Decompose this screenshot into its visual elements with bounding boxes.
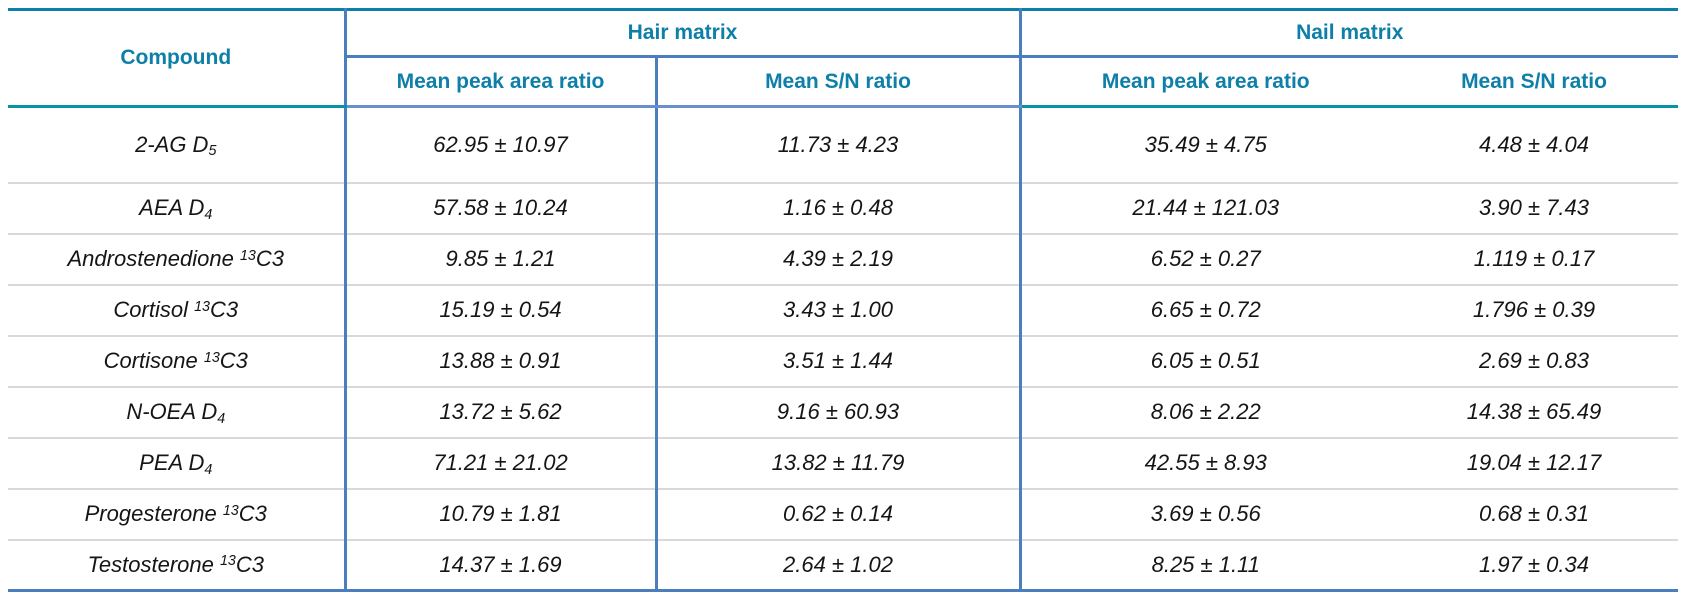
nail-peak-area-cell: 42.55 ± 8.93 bbox=[1020, 437, 1390, 490]
table-row: N-OEA D4 13.72 ± 5.62 9.16 ± 60.93 8.06 ± 2… bbox=[8, 386, 1679, 439]
hair-sn-cell: 11.73 ± 4.23 bbox=[656, 106, 1022, 184]
table-row: Cortisol 13C3 15.19 ± 0.54 3.43 ± 1.00 6.65… bbox=[8, 284, 1679, 337]
table-row: PEA D4 71.21 ± 21.02 13.82 ± 11.79 42.55 ± … bbox=[8, 437, 1679, 490]
hair-peak-area-cell: 10.79 ± 1.81 bbox=[345, 488, 658, 541]
table-row: Androstenedione 13C3 9.85 ± 1.21 4.39 ± 2.… bbox=[8, 233, 1679, 286]
nail-peak-area-cell: 8.06 ± 2.22 bbox=[1020, 386, 1390, 439]
hair-sn-cell: 3.51 ± 1.44 bbox=[656, 335, 1022, 388]
hair-peak-area-cell: 9.85 ± 1.21 bbox=[345, 233, 658, 286]
hair-sn-cell: 9.16 ± 60.93 bbox=[656, 386, 1022, 439]
nail-peak-area-cell: 21.44 ± 121.03 bbox=[1020, 182, 1390, 235]
nail-sn-cell: 14.38 ± 65.49 bbox=[1390, 386, 1679, 439]
nail-peak-area-cell: 8.25 ± 1.11 bbox=[1020, 539, 1390, 592]
compound-cell: N-OEA D4 bbox=[8, 386, 347, 439]
hair-sn-cell: 2.64 ± 1.02 bbox=[656, 539, 1022, 592]
nail-sn-column-header: Mean S/N ratio bbox=[1390, 56, 1679, 108]
nail-sn-cell: 1.97 ± 0.34 bbox=[1390, 539, 1679, 592]
hair-peak-area-cell: 57.58 ± 10.24 bbox=[345, 182, 658, 235]
hair-sn-cell: 4.39 ± 2.19 bbox=[656, 233, 1022, 286]
nail-sn-cell: 3.90 ± 7.43 bbox=[1390, 182, 1679, 235]
nail-sn-cell: 1.119 ± 0.17 bbox=[1390, 233, 1679, 286]
nail-peak-area-cell: 6.52 ± 0.27 bbox=[1020, 233, 1390, 286]
nail-peak-area-cell: 35.49 ± 4.75 bbox=[1020, 106, 1390, 184]
sub-header-row: Mean peak area ratio Mean S/N ratio Mean… bbox=[8, 56, 1679, 108]
compound-cell: Testosterone 13C3 bbox=[8, 539, 347, 592]
hair-sn-cell: 1.16 ± 0.48 bbox=[656, 182, 1022, 235]
compound-cell: Cortisol 13C3 bbox=[8, 284, 347, 337]
table-row: Testosterone 13C3 14.37 ± 1.69 2.64 ± 1.02… bbox=[8, 539, 1679, 592]
group-header-row: Compound Hair matrix Nail matrix bbox=[8, 9, 1679, 108]
compound-cell: Androstenedione 13C3 bbox=[8, 233, 347, 286]
table-row: 2-AG D5 62.95 ± 10.97 11.73 ± 4.23 35.49 ± … bbox=[8, 106, 1679, 184]
table-header: Compound Hair matrix Nail matrix Mean pe… bbox=[8, 9, 1679, 108]
nail-sn-cell: 19.04 ± 12.17 bbox=[1390, 437, 1679, 490]
table-row: Progesterone 13C3 10.79 ± 1.81 0.62 ± 0.14… bbox=[8, 488, 1679, 541]
hair-peak-area-cell: 13.72 ± 5.62 bbox=[345, 386, 658, 439]
nail-peak-area-cell: 6.05 ± 0.51 bbox=[1020, 335, 1390, 388]
nail-sn-cell: 4.48 ± 4.04 bbox=[1390, 106, 1679, 184]
nail-peak-area-column-header: Mean peak area ratio bbox=[1020, 56, 1390, 108]
hair-matrix-group-header: Hair matrix bbox=[345, 9, 1022, 58]
table-row: Cortisone 13C3 13.88 ± 0.91 3.51 ± 1.44 6.0… bbox=[8, 335, 1679, 388]
table-row: AEA D4 57.58 ± 10.24 1.16 ± 0.48 21.44 ± 12… bbox=[8, 182, 1679, 235]
compound-cell: Cortisone 13C3 bbox=[8, 335, 347, 388]
hair-peak-area-column-header: Mean peak area ratio bbox=[345, 56, 658, 108]
hair-sn-cell: 3.43 ± 1.00 bbox=[656, 284, 1022, 337]
compound-cell: 2-AG D5 bbox=[8, 106, 347, 184]
compound-matrix-table: Compound Hair matrix Nail matrix Mean pe… bbox=[8, 8, 1679, 592]
nail-sn-cell: 0.68 ± 0.31 bbox=[1390, 488, 1679, 541]
nail-peak-area-cell: 3.69 ± 0.56 bbox=[1020, 488, 1390, 541]
hair-peak-area-cell: 13.88 ± 0.91 bbox=[345, 335, 658, 388]
compound-cell: PEA D4 bbox=[8, 437, 347, 490]
hair-peak-area-cell: 62.95 ± 10.97 bbox=[345, 106, 658, 184]
hair-sn-column-header: Mean S/N ratio bbox=[656, 56, 1022, 108]
hair-sn-cell: 13.82 ± 11.79 bbox=[656, 437, 1022, 490]
hair-sn-cell: 0.62 ± 0.14 bbox=[656, 488, 1022, 541]
nail-sn-cell: 2.69 ± 0.83 bbox=[1390, 335, 1679, 388]
nail-peak-area-cell: 6.65 ± 0.72 bbox=[1020, 284, 1390, 337]
compound-cell: Progesterone 13C3 bbox=[8, 488, 347, 541]
nail-sn-cell: 1.796 ± 0.39 bbox=[1390, 284, 1679, 337]
compound-column-header: Compound bbox=[8, 9, 347, 108]
nail-matrix-group-header: Nail matrix bbox=[1020, 9, 1679, 58]
hair-peak-area-cell: 15.19 ± 0.54 bbox=[345, 284, 658, 337]
hair-peak-area-cell: 71.21 ± 21.02 bbox=[345, 437, 658, 490]
table-body: 2-AG D5 62.95 ± 10.97 11.73 ± 4.23 35.49 ± … bbox=[8, 106, 1679, 592]
compound-cell: AEA D4 bbox=[8, 182, 347, 235]
hair-peak-area-cell: 14.37 ± 1.69 bbox=[345, 539, 658, 592]
